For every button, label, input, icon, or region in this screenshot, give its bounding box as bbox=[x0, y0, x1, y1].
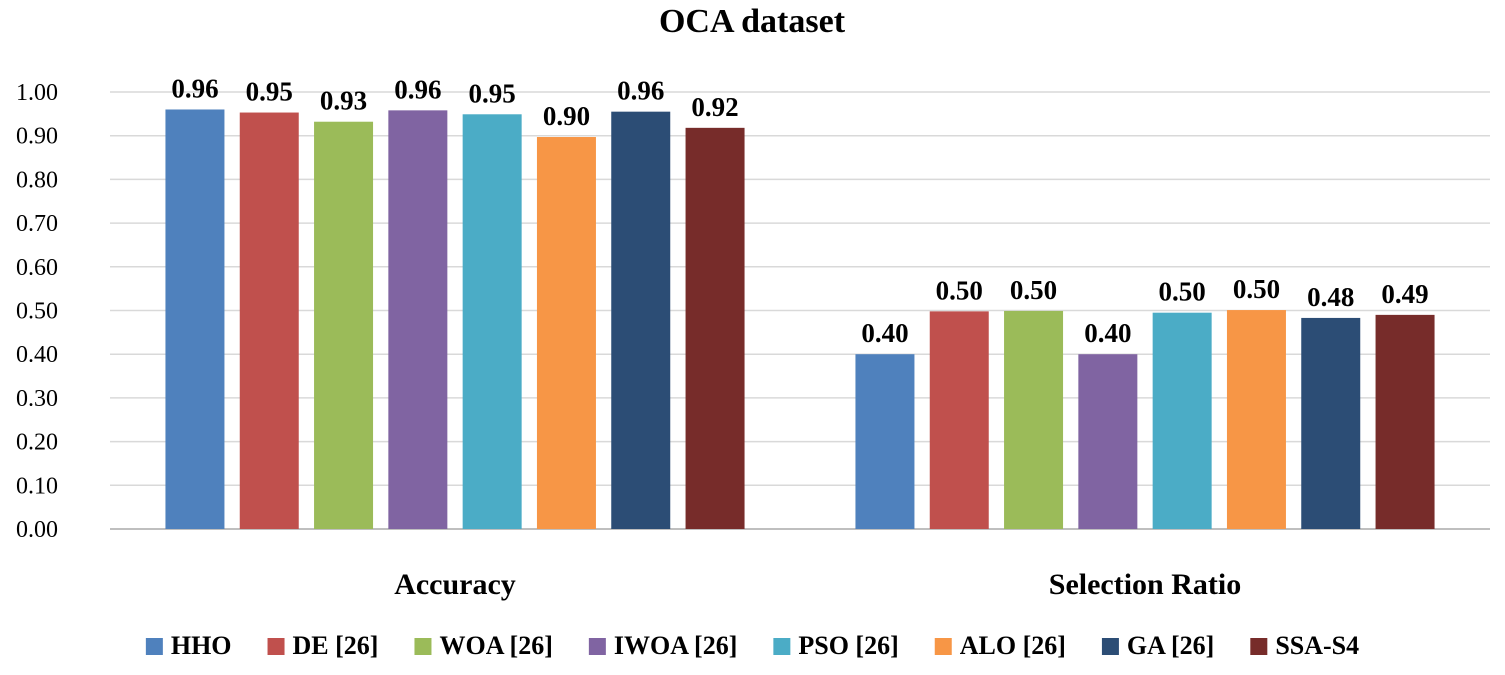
y-tick-label: 0.10 bbox=[16, 473, 58, 499]
bar bbox=[685, 127, 745, 530]
data-label: 0.90 bbox=[543, 101, 590, 131]
legend-swatch bbox=[1250, 638, 1268, 655]
legend-label: HHO bbox=[171, 631, 232, 660]
y-tick-label: 0.30 bbox=[16, 386, 58, 412]
data-label: 0.93 bbox=[320, 86, 367, 116]
legend-swatch bbox=[414, 638, 432, 655]
legend-label: ALO [26] bbox=[960, 631, 1066, 660]
legend-label: GA [26] bbox=[1127, 631, 1214, 660]
data-label: 0.50 bbox=[1159, 277, 1206, 307]
legend-swatch bbox=[588, 638, 606, 655]
legend-label: DE [26] bbox=[293, 631, 379, 660]
data-label: 0.92 bbox=[691, 92, 738, 122]
bar bbox=[388, 110, 448, 529]
y-tick-label: 0.80 bbox=[16, 167, 58, 193]
data-label: 0.40 bbox=[861, 318, 908, 348]
data-label: 0.50 bbox=[1010, 275, 1057, 305]
y-tick-label: 1.00 bbox=[16, 80, 58, 106]
legend: HHO DE [26] WOA [26] IWOA [26] PSO [26] ALO [… bbox=[145, 631, 1359, 660]
legend-swatch bbox=[267, 638, 285, 655]
legend-item: IWOA [26] bbox=[588, 631, 738, 660]
bar bbox=[1004, 310, 1064, 529]
data-label: 0.50 bbox=[1233, 274, 1280, 304]
x-axis: Accuracy Selection Ratio bbox=[394, 568, 1241, 601]
legend-item: SSA-S4 bbox=[1250, 631, 1359, 660]
legend-swatch bbox=[773, 638, 791, 655]
legend-swatch bbox=[145, 638, 163, 655]
bar bbox=[1375, 314, 1435, 529]
legend-item: GA [26] bbox=[1101, 631, 1214, 660]
legend-label: PSO [26] bbox=[798, 631, 898, 660]
y-tick-label: 0.00 bbox=[16, 517, 58, 543]
legend-label: WOA [26] bbox=[439, 631, 552, 660]
bar bbox=[1301, 317, 1361, 529]
y-tick-label: 0.20 bbox=[16, 430, 58, 456]
legend-swatch bbox=[934, 638, 952, 655]
data-label: 0.50 bbox=[936, 275, 983, 305]
bar bbox=[929, 311, 989, 529]
bar bbox=[462, 114, 522, 530]
y-tick-label: 0.70 bbox=[16, 211, 58, 237]
y-tick-label: 0.50 bbox=[16, 299, 58, 325]
bar bbox=[1078, 354, 1138, 529]
legend-label: IWOA [26] bbox=[614, 631, 738, 660]
chart-title: OCA dataset bbox=[659, 3, 846, 40]
bar bbox=[165, 109, 225, 529]
data-label: 0.96 bbox=[394, 74, 441, 104]
legend-item: PSO [26] bbox=[773, 631, 899, 660]
legend-swatch bbox=[1101, 638, 1119, 655]
legend-item: WOA [26] bbox=[414, 631, 553, 660]
data-label: 0.48 bbox=[1307, 282, 1354, 312]
bar bbox=[855, 354, 915, 529]
bar bbox=[239, 112, 299, 529]
bar bbox=[611, 111, 671, 529]
data-label: 0.95 bbox=[246, 77, 293, 107]
bar bbox=[1152, 312, 1212, 529]
legend-item: DE [26] bbox=[267, 631, 379, 660]
legend-item: HHO bbox=[145, 631, 232, 660]
y-tick-label: 0.40 bbox=[16, 342, 58, 368]
bars bbox=[165, 109, 1435, 530]
legend-label: SSA-S4 bbox=[1275, 631, 1359, 660]
category-label: Selection Ratio bbox=[1049, 568, 1241, 601]
bar bbox=[536, 137, 596, 530]
y-tick-label: 0.90 bbox=[16, 124, 58, 150]
data-label: 0.96 bbox=[617, 76, 664, 106]
category-label: Accuracy bbox=[394, 568, 516, 601]
data-label: 0.96 bbox=[171, 73, 218, 103]
y-axis: 0.00 0.10 0.20 0.30 0.40 0.50 0.60 0.70 0.80 0.90… bbox=[16, 80, 58, 543]
data-label: 0.49 bbox=[1381, 279, 1428, 309]
bar bbox=[1226, 310, 1286, 529]
y-tick-label: 0.60 bbox=[16, 255, 58, 281]
data-label: 0.40 bbox=[1084, 318, 1131, 348]
bar bbox=[314, 121, 374, 529]
data-label: 0.95 bbox=[469, 78, 516, 108]
data-labels: 0.96 0.95 0.93 0.96 0.95 0.90 0.96 0.92 0.40 0.50… bbox=[171, 73, 1428, 348]
legend-item: ALO [26] bbox=[934, 631, 1066, 660]
